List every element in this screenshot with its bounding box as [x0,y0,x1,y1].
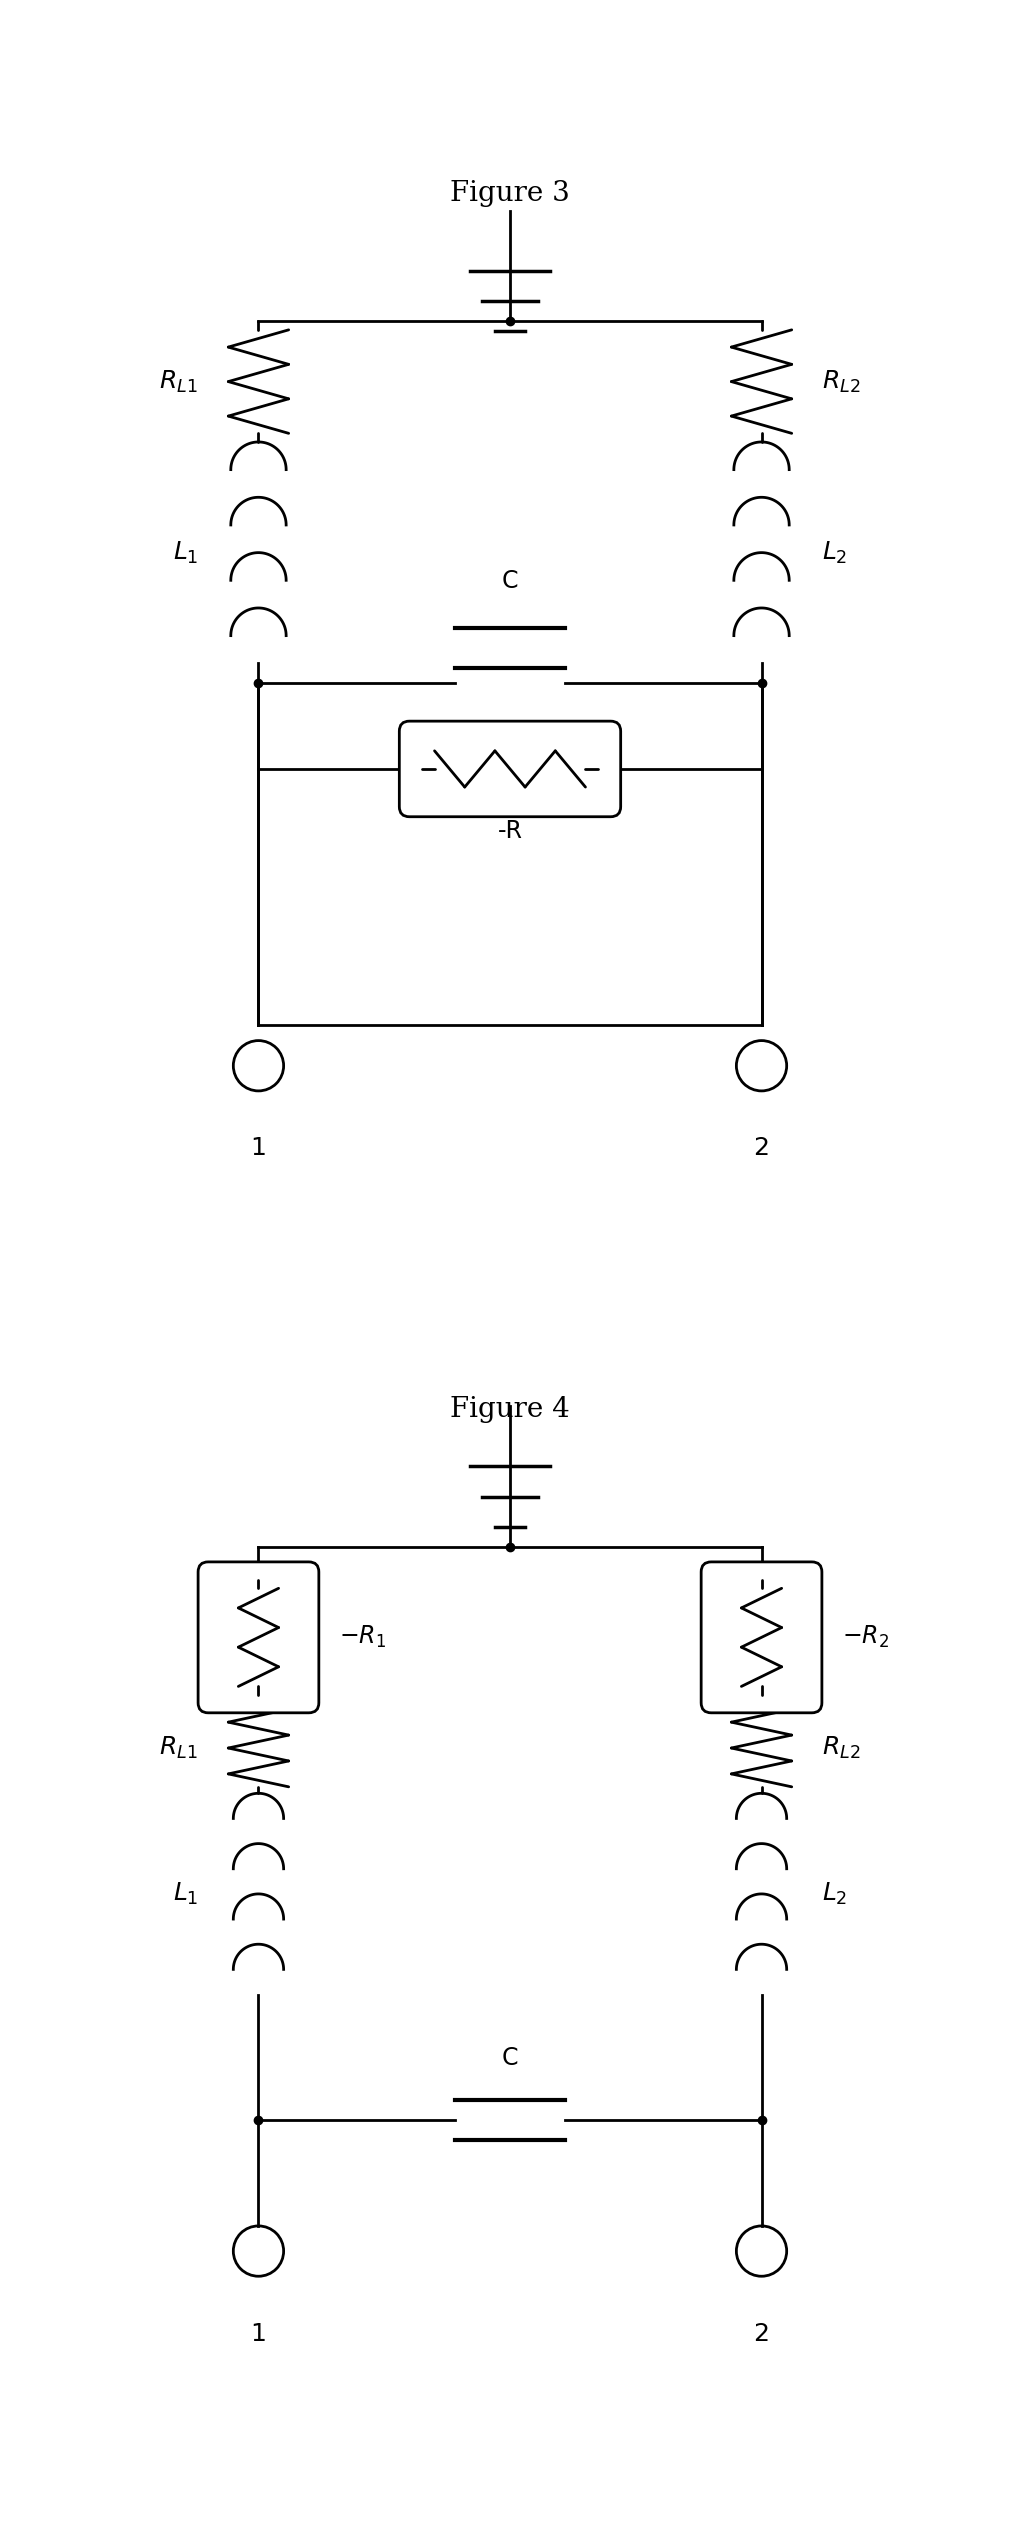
FancyBboxPatch shape [198,1561,319,1712]
Text: $R_{L2}$: $R_{L2}$ [821,368,860,393]
Text: 1: 1 [251,2323,266,2345]
Text: Figure 3: Figure 3 [449,182,570,207]
Text: $L_2$: $L_2$ [821,540,847,565]
Text: 2: 2 [753,2323,768,2345]
Text: C: C [501,570,518,593]
Text: $R_{L1}$: $R_{L1}$ [159,1735,198,1760]
Text: $R_{L2}$: $R_{L2}$ [821,1735,860,1760]
Text: 2: 2 [753,1137,768,1160]
Text: Figure 4: Figure 4 [449,1395,570,1422]
Text: -R: -R [497,820,522,842]
Text: 1: 1 [251,1137,266,1160]
Text: $L_1$: $L_1$ [172,1881,198,1907]
Text: $-R_1$: $-R_1$ [338,1624,385,1649]
Text: $L_2$: $L_2$ [821,1881,847,1907]
Text: $L_1$: $L_1$ [172,540,198,565]
FancyBboxPatch shape [398,721,621,817]
Text: $R_{L1}$: $R_{L1}$ [159,368,198,393]
Text: C: C [501,2045,518,2071]
Text: $-R_2$: $-R_2$ [842,1624,889,1649]
FancyBboxPatch shape [700,1561,821,1712]
